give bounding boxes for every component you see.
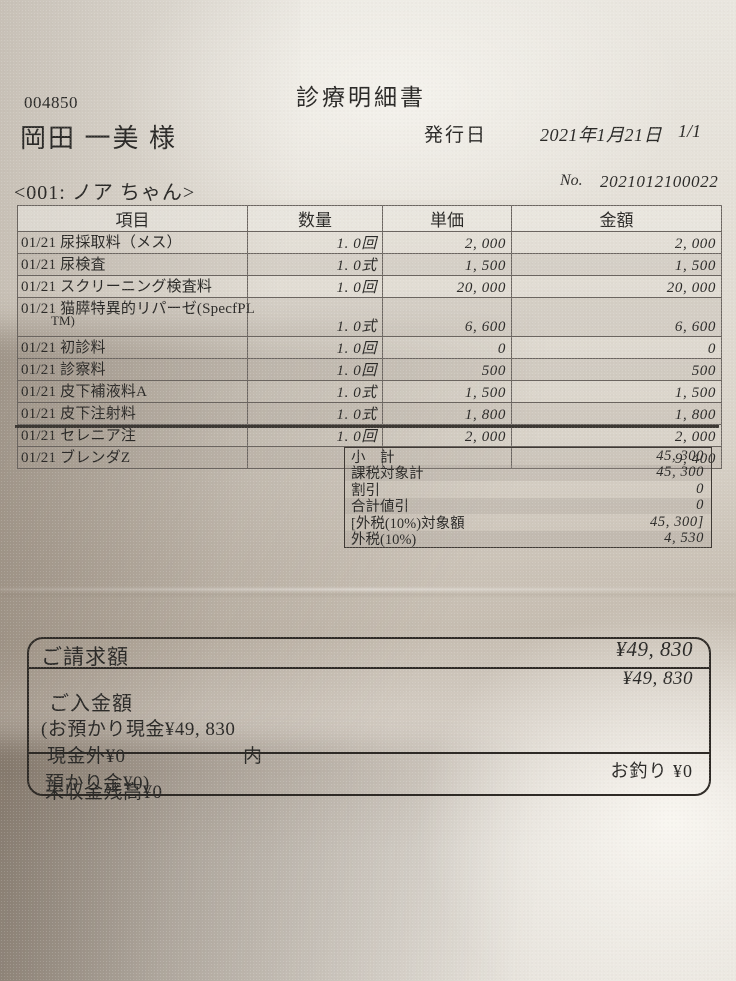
cell-unit-price: 1, 800 bbox=[382, 402, 512, 425]
right-highlight bbox=[416, 600, 736, 981]
cell-item: 01/21 猫膵特異的リパーゼ(SpecfPL TM) bbox=[17, 297, 255, 337]
cell-item: 01/21 スクリーニング検査料 bbox=[17, 275, 248, 298]
totals-value: 0 bbox=[696, 480, 704, 497]
col-header-qty: 数量 bbox=[247, 205, 383, 232]
cell-item: 01/21 皮下注射料 bbox=[17, 402, 248, 425]
deposit-money: 預かり金¥0) bbox=[45, 773, 150, 794]
totals-row: 課税対象計 45, 300 bbox=[345, 464, 711, 483]
cash-deposit: (お預かり現金¥49, 830 bbox=[41, 719, 236, 740]
cell-amount: 2, 000 bbox=[511, 231, 722, 254]
cell-amount: 1, 800 bbox=[511, 402, 722, 425]
paper-crease-shadow bbox=[0, 594, 736, 596]
totals-label: 外税(10%) bbox=[351, 532, 417, 549]
issue-date-label: 発行日 bbox=[424, 125, 488, 146]
table-row: 01/21 猫膵特異的リパーゼ(SpecfPL TM) 1. 0式 6, 600 6, … bbox=[17, 297, 722, 337]
cell-item: 01/21 ブレンダZ bbox=[17, 446, 248, 469]
cell-item: 01/21 診察料 bbox=[17, 358, 248, 381]
totals-value: 45, 300 bbox=[656, 464, 704, 481]
table-row: 01/21 皮下補液料A 1. 0式 1, 500 1, 500 bbox=[17, 380, 722, 403]
cell-qty: 1. 0回 bbox=[247, 336, 383, 359]
cell-unit-price: 1, 500 bbox=[382, 253, 512, 276]
cell-qty: 1. 0回 bbox=[247, 358, 383, 381]
page-title: 診療明細書 bbox=[296, 85, 426, 110]
owner-name: 岡田 一美 様 bbox=[20, 124, 178, 153]
received-value: ¥49, 830 bbox=[622, 668, 693, 689]
table-row: 01/21 診察料 1. 0回 500 500 bbox=[17, 358, 722, 381]
uchi-label: 内 bbox=[243, 746, 263, 767]
page-indicator: 1/1 bbox=[678, 121, 702, 141]
totals-row: [外税(10%)対象額 45, 300] bbox=[345, 513, 711, 532]
no-label: No. bbox=[560, 172, 583, 189]
items-table: 項目 数量 単価 金額 01/21 尿採取料（メス） 1. 0回 2, 000 2, … bbox=[17, 205, 722, 469]
totals-value: 4, 530 bbox=[664, 530, 704, 547]
cell-unit-price: 2, 000 bbox=[382, 231, 512, 254]
cell-item: 01/21 初診料 bbox=[17, 336, 248, 359]
table-row: 01/21 皮下注射料 1. 0式 1, 800 1, 800 bbox=[17, 402, 722, 425]
col-header-item: 項目 bbox=[17, 205, 248, 232]
cell-amount: 0 bbox=[511, 336, 722, 359]
cell-unit-price: 500 bbox=[382, 358, 512, 381]
totals-label: 小 計 bbox=[351, 449, 395, 466]
top-highlight bbox=[120, 0, 680, 200]
cell-item: 01/21 皮下補液料A bbox=[17, 380, 248, 403]
payment-box bbox=[27, 637, 711, 796]
totals-box: 小 計 45, 300 課税対象計 45, 300 割引 0 合計値引 0 [外税(10%)対象… bbox=[344, 447, 712, 548]
cell-qty: 1. 0式 bbox=[247, 253, 383, 276]
table-bottom-rule bbox=[15, 425, 719, 428]
totals-value: 45, 300 bbox=[656, 447, 704, 464]
cell-qty: 1. 0回 bbox=[247, 231, 383, 254]
totals-row: 割引 0 bbox=[345, 480, 711, 499]
totals-label: 割引 bbox=[351, 482, 380, 499]
totals-label: [外税(10%)対象額 bbox=[351, 515, 465, 532]
billed-value: ¥49, 830 bbox=[615, 637, 693, 661]
cell-item: 01/21 尿検査 bbox=[17, 253, 248, 276]
cell-amount: 9, 400 bbox=[511, 446, 722, 469]
cell-qty: 1. 0回 bbox=[247, 275, 383, 298]
receipt-number: 004850 bbox=[24, 93, 78, 112]
table-row: 01/21 スクリーニング検査料 1. 0回 20, 000 20, 000 bbox=[17, 275, 722, 298]
totals-row: 合計値引 0 bbox=[345, 497, 711, 516]
cell-unit-price: 20, 000 bbox=[382, 275, 512, 298]
cell-unit-price: 6, 600 bbox=[382, 297, 512, 337]
cell-qty: 1. 0式 bbox=[247, 297, 383, 337]
no-value: 2021012100022 bbox=[600, 172, 719, 191]
payment-divider-top bbox=[29, 667, 709, 669]
cell-item: 01/21 尿採取料（メス） bbox=[17, 231, 248, 254]
totals-label: 課税対象計 bbox=[351, 466, 424, 483]
table-row: 01/21 セレニア注 1. 0回 2, 000 2, 000 bbox=[17, 424, 722, 447]
cell-amount: 20, 000 bbox=[511, 275, 722, 298]
totals-row: 外税(10%) 4, 530 bbox=[345, 530, 711, 549]
cell-amount: 1, 500 bbox=[511, 253, 722, 276]
cell-unit-price: 0 bbox=[382, 336, 512, 359]
cell-amount: 1, 500 bbox=[511, 380, 722, 403]
issue-date: 2021年1月21日 bbox=[540, 125, 662, 145]
col-header-amount: 金額 bbox=[511, 205, 722, 232]
col-header-unit: 単価 bbox=[382, 205, 512, 232]
patient-name: <001: ノア ちゃん> bbox=[14, 182, 196, 204]
billed-label: ご請求額 bbox=[41, 645, 129, 669]
paper-crease bbox=[0, 588, 736, 591]
cell-qty bbox=[247, 446, 383, 469]
unpaid-balance: 未収金残高¥0 bbox=[45, 782, 163, 803]
totals-value: 45, 300] bbox=[650, 513, 704, 530]
payment-divider-bottom bbox=[29, 752, 709, 754]
cell-amount: 6, 600 bbox=[511, 297, 722, 337]
change-amount: お釣り ¥0 bbox=[610, 761, 693, 781]
totals-row: 小 計 45, 300 bbox=[345, 447, 711, 466]
table-row: 01/21 尿検査 1. 0式 1, 500 1, 500 bbox=[17, 253, 722, 276]
cell-qty: 1. 0式 bbox=[247, 380, 383, 403]
table-row: 01/21 ブレンダZ 9, 400 bbox=[17, 446, 722, 469]
table-row: 01/21 初診料 1. 0回 0 0 bbox=[17, 336, 722, 359]
table-header-row: 項目 数量 単価 金額 bbox=[17, 205, 722, 232]
cell-qty: 1. 0式 bbox=[247, 402, 383, 425]
received-label: ご入金額 bbox=[49, 693, 133, 715]
totals-value: 0 bbox=[696, 497, 704, 514]
non-cash-amount: 現金外¥0 bbox=[47, 746, 126, 767]
totals-label: 合計値引 bbox=[351, 499, 409, 516]
table-row: 01/21 尿採取料（メス） 1. 0回 2, 000 2, 000 bbox=[17, 231, 722, 254]
cell-amount: 500 bbox=[511, 358, 722, 381]
cell-unit-price: 1, 500 bbox=[382, 380, 512, 403]
